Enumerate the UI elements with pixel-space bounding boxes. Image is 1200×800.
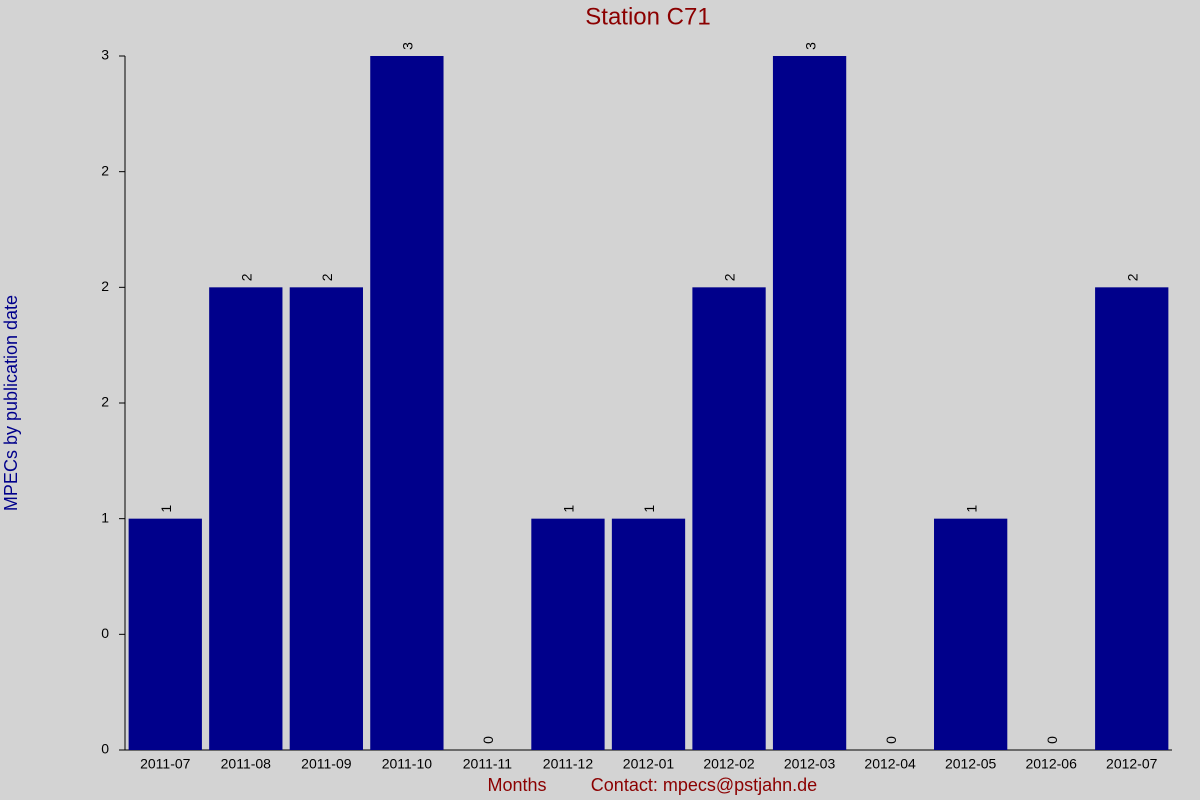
- y-tick-label: 1: [101, 509, 109, 525]
- data-label: 3: [400, 42, 416, 50]
- data-label: 0: [480, 736, 496, 744]
- data-label: 1: [963, 505, 979, 513]
- annotation: Contact: mpecs@pstjahn.de: [591, 775, 817, 795]
- y-axis-label: MPECs by publication date: [1, 295, 21, 511]
- x-axis-label: Months: [487, 775, 546, 795]
- data-label: 2: [239, 273, 255, 281]
- bar: [1095, 287, 1169, 750]
- x-tick-label: 2012-04: [864, 756, 916, 772]
- x-tick-label: 2011-07: [140, 756, 191, 772]
- data-label: 2: [1124, 273, 1140, 281]
- data-label: 1: [641, 505, 657, 513]
- bar: [289, 287, 363, 750]
- x-tick-label: 2012-01: [623, 756, 675, 772]
- x-tick-label: 2011-11: [463, 756, 513, 772]
- data-label: 3: [802, 42, 818, 50]
- y-tick-label: 2: [101, 394, 109, 410]
- data-label: 0: [883, 736, 899, 744]
- data-label: 0: [1044, 736, 1060, 744]
- bar: [128, 518, 202, 750]
- bar: [209, 287, 283, 750]
- x-tick-label: 2012-02: [703, 756, 755, 772]
- bar: [611, 518, 686, 750]
- data-label: 2: [722, 273, 738, 281]
- bar: [692, 287, 766, 750]
- bar: [934, 518, 1008, 750]
- bar: [772, 56, 847, 750]
- bar: [370, 56, 444, 750]
- x-tick-label: 2012-03: [784, 756, 836, 772]
- y-tick-label: 0: [101, 625, 109, 641]
- x-tick-label: 2012-05: [945, 756, 997, 772]
- bar: [531, 518, 605, 750]
- x-tick-label: 2011-08: [221, 756, 272, 772]
- x-tick-label: 2012-06: [1025, 756, 1077, 772]
- x-tick-label: 2011-12: [543, 756, 594, 772]
- y-tick-label: 2: [101, 278, 109, 294]
- x-tick-label: 2011-10: [382, 756, 433, 772]
- data-label: 2: [319, 273, 335, 281]
- y-tick-label: 0: [101, 741, 109, 757]
- data-label: 1: [158, 505, 174, 513]
- data-label: 1: [561, 505, 577, 513]
- x-tick-label: 2012-07: [1106, 756, 1158, 772]
- y-tick-label: 2: [101, 162, 109, 178]
- chart-title: Station C71: [585, 3, 710, 30]
- y-tick-label: 3: [101, 47, 109, 63]
- x-tick-label: 2011-09: [301, 756, 352, 772]
